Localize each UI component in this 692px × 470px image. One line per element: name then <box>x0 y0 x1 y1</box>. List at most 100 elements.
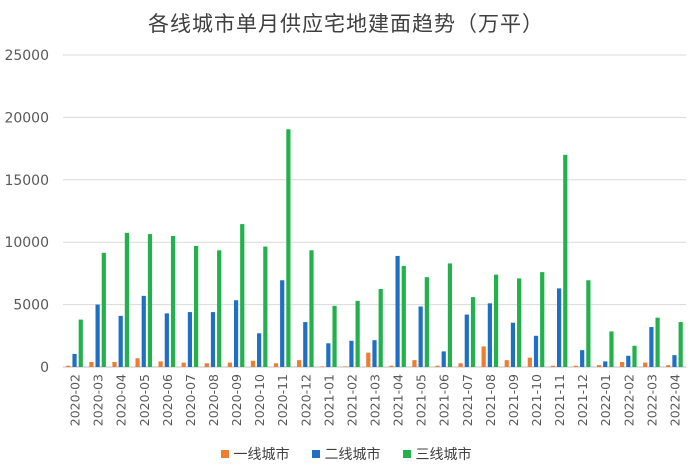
bars <box>66 129 683 367</box>
bar-tier1-2022-02 <box>620 362 625 367</box>
bar-tier2-2020-05 <box>141 295 146 367</box>
x-tick-label: 2021-01 <box>321 374 336 426</box>
bar-tier2-2022-02 <box>626 355 631 367</box>
bar-tier3-2020-11 <box>286 129 291 367</box>
bar-tier2-2021-03 <box>372 340 377 367</box>
bar-tier3-2021-09 <box>517 278 522 367</box>
bar-tier1-2020-02 <box>66 365 71 367</box>
gridlines <box>63 54 686 368</box>
legend-swatch <box>311 450 320 458</box>
bar-tier3-2020-04 <box>124 232 129 367</box>
bar-tier3-2020-10 <box>263 246 268 367</box>
x-tick-label: 2022-02 <box>621 374 636 426</box>
bar-tier2-2021-01 <box>326 343 331 367</box>
x-tick-label: 2022-03 <box>644 374 659 426</box>
y-tick-label: 20000 <box>4 110 49 126</box>
bar-tier1-2020-05 <box>135 358 140 367</box>
x-tick-label: 2020-11 <box>275 374 290 426</box>
bar-tier1-2021-07 <box>458 363 463 367</box>
legend-label: 三线城市 <box>415 447 472 463</box>
bar-tier2-2021-11 <box>556 288 562 367</box>
x-tick-label: 2020-02 <box>68 374 83 426</box>
bar-tier2-2021-07 <box>464 314 469 367</box>
legend-item-tier2: 二线城市 <box>311 444 381 464</box>
bar-tier3-2021-06 <box>447 263 453 367</box>
bar-tier3-2022-02 <box>632 345 637 367</box>
bar-tier2-2020-10 <box>257 333 262 367</box>
bar-tier3-2021-10 <box>540 272 545 367</box>
bar-tier1-2020-04 <box>112 362 117 367</box>
bar-tier2-2021-02 <box>349 340 354 367</box>
bar-tier3-2020-05 <box>147 234 153 367</box>
bar-tier3-2020-02 <box>78 319 83 367</box>
y-tick-label: 0 <box>40 360 49 376</box>
legend-swatch <box>402 450 411 458</box>
legend: 一线城市 二线城市 三线城市 <box>0 444 692 464</box>
bar-tier3-2021-11 <box>563 154 568 367</box>
x-tick-label: 2020-07 <box>183 374 198 426</box>
bar-tier2-2020-02 <box>72 353 77 367</box>
bar-tier2-2021-12 <box>580 350 585 367</box>
bar-tier3-2020-07 <box>194 245 199 367</box>
legend-swatch <box>220 450 229 458</box>
legend-label: 二线城市 <box>324 447 381 463</box>
y-tick-label: 5000 <box>13 298 49 314</box>
x-tick-label: 2021-07 <box>460 374 475 426</box>
bar-tier3-2021-02 <box>355 300 360 367</box>
bar-tier1-2021-06 <box>435 365 440 367</box>
bar-tier1-2020-06 <box>158 361 163 367</box>
bar-tier3-2021-04 <box>401 265 406 367</box>
bar-tier3-2021-12 <box>586 280 591 367</box>
bar-tier3-2022-04 <box>678 322 683 367</box>
bar-tier2-2020-09 <box>233 300 239 367</box>
x-tick-label: 2021-03 <box>368 374 383 426</box>
x-tick-label: 2021-08 <box>483 374 498 426</box>
bar-tier2-2021-05 <box>418 306 423 367</box>
y-tick-label: 10000 <box>4 235 49 251</box>
bar-tier1-2020-08 <box>204 363 209 367</box>
bar-tier1-2021-11 <box>550 365 555 367</box>
x-tick-label: 2020-04 <box>114 374 129 426</box>
bar-tier3-2021-07 <box>470 297 476 367</box>
bar-tier2-2021-04 <box>395 255 400 367</box>
bar-tier1-2021-04 <box>389 365 394 367</box>
bar-tier2-2020-12 <box>303 322 308 367</box>
bar-tier2-2022-01 <box>603 361 608 367</box>
bar-tier3-2021-08 <box>493 274 499 367</box>
legend-label: 一线城市 <box>233 447 290 463</box>
bar-tier3-2022-03 <box>655 317 660 367</box>
bar-tier1-2020-09 <box>227 362 232 367</box>
x-tick-label: 2022-01 <box>598 374 613 426</box>
x-tick-label: 2021-12 <box>575 374 590 426</box>
legend-item-tier1: 一线城市 <box>220 444 290 464</box>
x-tick-label: 2020-03 <box>91 374 106 426</box>
x-tick-label: 2021-05 <box>414 374 429 426</box>
bar-tier2-2020-07 <box>187 312 193 367</box>
bar-tier1-2020-10 <box>250 360 256 367</box>
bar-tier3-2022-01 <box>609 331 614 367</box>
x-tick-label: 2020-05 <box>137 374 152 426</box>
bar-tier1-2021-08 <box>481 346 486 367</box>
bar-tier1-2021-09 <box>504 360 509 367</box>
bar-tier2-2020-11 <box>280 280 285 367</box>
bar-tier1-2022-01 <box>596 365 602 367</box>
bar-tier1-2021-05 <box>412 360 417 367</box>
x-tick-label: 2022-04 <box>667 374 682 426</box>
bar-tier3-2020-06 <box>170 235 176 367</box>
y-tick-label: 25000 <box>4 48 49 64</box>
bar-tier1-2020-12 <box>296 360 302 367</box>
bar-tier1-2022-04 <box>666 365 671 367</box>
x-tick-label: 2020-12 <box>298 374 313 426</box>
x-tick-label: 2021-02 <box>344 374 359 426</box>
bar-tier2-2020-04 <box>118 315 123 367</box>
bar-tier2-2022-03 <box>649 327 654 367</box>
bar-tier1-2022-03 <box>643 362 648 367</box>
bar-tier3-2020-09 <box>240 224 245 367</box>
bar-tier2-2020-03 <box>95 304 100 367</box>
bar-tier2-2020-08 <box>210 312 216 367</box>
legend-item-tier3: 三线城市 <box>402 444 472 464</box>
x-tick-label: 2021-04 <box>391 374 406 426</box>
x-tick-label: 2021-09 <box>506 374 521 426</box>
bar-tier1-2021-01 <box>320 366 325 367</box>
bar-tier1-2021-03 <box>366 352 371 367</box>
